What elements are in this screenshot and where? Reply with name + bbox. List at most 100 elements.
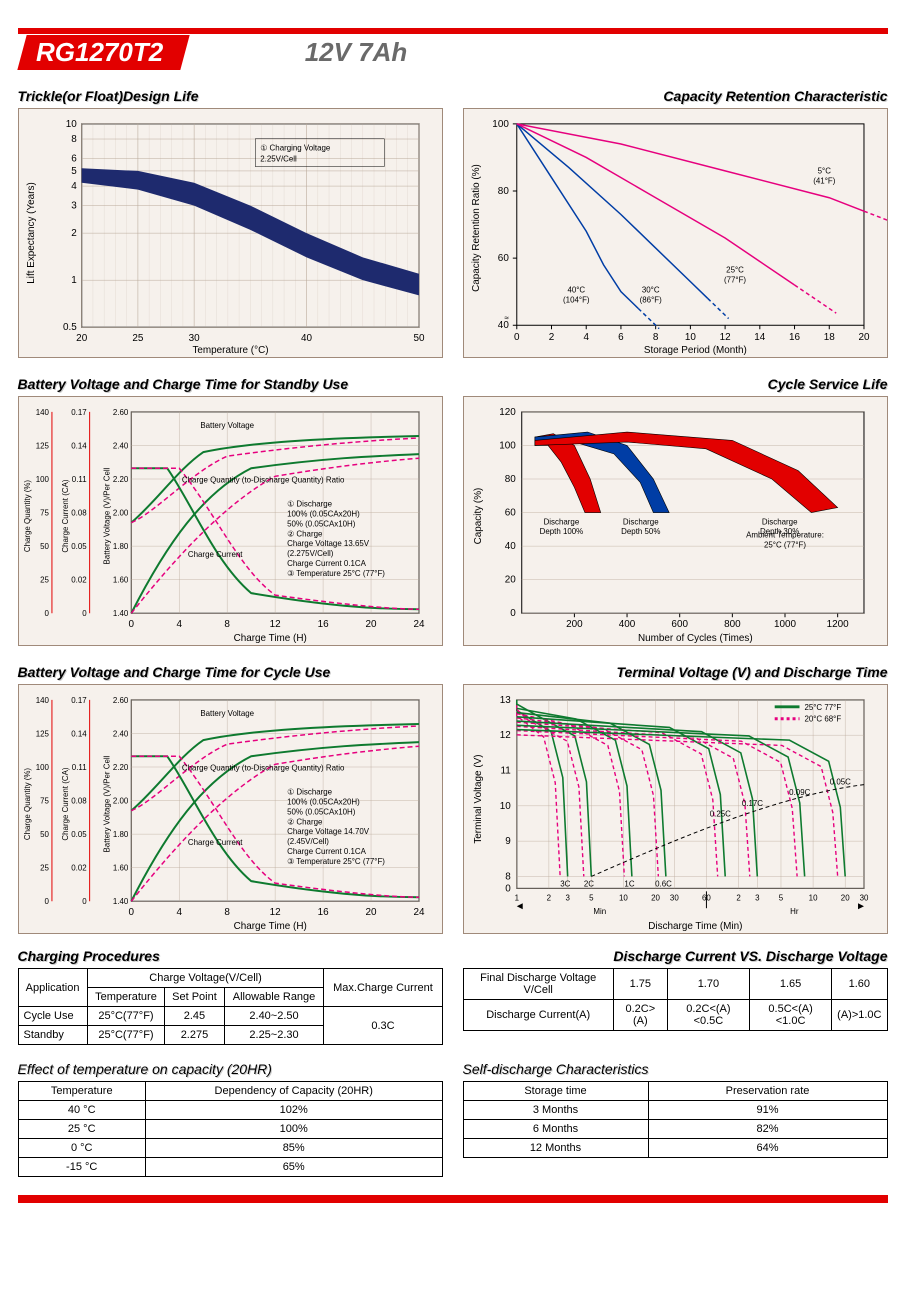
table-selfdis: Storage timePreservation rate3 Months91%… [463,1081,888,1158]
svg-text:0.08: 0.08 [71,797,87,806]
svg-text:2.40: 2.40 [112,729,128,738]
svg-text:30°C: 30°C [641,286,659,295]
svg-text:18: 18 [823,332,835,343]
svg-text:Discharge: Discharge [622,517,658,526]
svg-text:16: 16 [317,907,329,918]
title-temp: Effect of temperature on capacity (20HR) [18,1061,443,1077]
svg-text:20: 20 [840,893,849,902]
svg-text:Charge Current (CA): Charge Current (CA) [60,767,69,840]
svg-text:1.40: 1.40 [112,897,128,906]
svg-text:20: 20 [365,907,377,918]
title-cyclelife: Cycle Service Life [463,376,888,392]
svg-text:1.60: 1.60 [112,864,128,873]
table-temp: TemperatureDependency of Capacity (20HR)… [18,1081,443,1177]
svg-text:Hr: Hr [790,907,799,916]
svg-text:24: 24 [413,619,425,630]
svg-text:0.25C: 0.25C [709,809,730,818]
svg-text:60: 60 [497,253,509,264]
svg-text:Charge Current (CA): Charge Current (CA) [60,479,69,552]
svg-text:① Discharge: ① Discharge [287,788,333,797]
svg-text:0.14: 0.14 [71,441,87,450]
svg-text:20: 20 [504,575,516,586]
tables-row-2: Effect of temperature on capacity (20HR)… [18,1061,888,1177]
svg-text:10: 10 [808,893,817,902]
svg-text:① Discharge: ① Discharge [287,500,333,509]
chart-retention: 02468101214161820406080100≈ 40°C(104°F)3… [463,108,888,358]
charts-grid: Trickle(or Float)Design Life 0.512345681… [18,88,888,934]
svg-text:50% (0.05CAx10H): 50% (0.05CAx10H) [287,519,356,528]
svg-text:20: 20 [365,619,377,630]
svg-text:(41°F): (41°F) [813,176,835,185]
svg-text:2: 2 [71,228,77,239]
svg-text:100: 100 [35,475,49,484]
temp-capacity-block: Effect of temperature on capacity (20HR)… [18,1061,443,1177]
svg-text:8: 8 [71,134,77,145]
svg-text:0.02: 0.02 [71,576,86,585]
svg-text:1C: 1C [624,879,634,888]
svg-text:25°C: 25°C [726,266,744,275]
svg-text:2: 2 [736,893,740,902]
footer-bar [18,1195,888,1203]
svg-text:10: 10 [65,119,77,130]
svg-text:120: 120 [499,407,516,418]
svg-text:Charge Quantity (to-Discharge: Charge Quantity (to-Discharge Quantity) … [181,475,344,484]
svg-text:12: 12 [499,730,511,741]
svg-text:0.14: 0.14 [71,729,87,738]
svg-text:100: 100 [492,119,509,130]
chart-cycleuse: 04812162024001.40250.021.60500.051.80750… [18,684,443,934]
header-row: RG1270T2 12V 7Ah [18,34,888,70]
svg-text:0: 0 [514,332,520,343]
svg-text:Battery Voltage: Battery Voltage [200,709,254,718]
svg-text:80: 80 [497,186,509,197]
svg-text:2C: 2C [583,879,593,888]
svg-text:12: 12 [269,619,281,630]
svg-text:100: 100 [499,440,516,451]
panel-standby: Battery Voltage and Charge Time for Stan… [18,376,443,646]
svg-text:1.80: 1.80 [112,830,128,839]
svg-text:11: 11 [500,765,511,776]
svg-text:Battery Voltage (V)/Per Cell: Battery Voltage (V)/Per Cell [102,467,111,564]
svg-text:1.40: 1.40 [112,609,128,618]
svg-text:400: 400 [618,619,635,630]
svg-text:5°C: 5°C [817,166,831,175]
title-cycleuse: Battery Voltage and Charge Time for Cycl… [18,664,443,680]
svg-text:0.11: 0.11 [71,475,86,484]
svg-text:1.60: 1.60 [112,576,128,585]
svg-text:2.00: 2.00 [112,509,128,518]
svg-text:Terminal Voltage (V): Terminal Voltage (V) [473,754,484,843]
panel-trickle: Trickle(or Float)Design Life 0.512345681… [18,88,443,358]
charging-procedures: Charging Procedures Application Charge V… [18,948,443,1045]
svg-text:0.08: 0.08 [71,509,87,518]
svg-text:Charge Voltage 13.65V: Charge Voltage 13.65V [287,539,370,548]
svg-text:1.80: 1.80 [112,542,128,551]
svg-text:0.17: 0.17 [71,408,86,417]
svg-text:20: 20 [858,332,870,343]
svg-text:30: 30 [188,333,200,344]
svg-text:2.40: 2.40 [112,441,128,450]
svg-text:800: 800 [724,619,741,630]
svg-text:Charge Quantity (to-Discharge: Charge Quantity (to-Discharge Quantity) … [181,763,344,772]
svg-text:Depth 100%: Depth 100% [539,527,583,536]
svg-text:4: 4 [71,181,77,192]
svg-text:0.02: 0.02 [71,864,86,873]
svg-text:0: 0 [82,609,87,618]
table-discharge: Final Discharge Voltage V/Cell 1.75 1.70… [463,968,888,1031]
svg-text:Charge Voltage 14.70V: Charge Voltage 14.70V [287,827,370,836]
svg-text:Storage Period (Month): Storage Period (Month) [643,345,746,356]
svg-text:8: 8 [224,619,230,630]
spec-label: 12V 7Ah [305,37,408,68]
svg-text:10: 10 [684,332,696,343]
svg-text:0: 0 [128,907,134,918]
svg-text:Number of Cycles (Times): Number of Cycles (Times) [638,633,753,644]
svg-text:0: 0 [82,897,87,906]
chart-terminal: 12351020306023510203008910111213MinHr3C2… [463,684,888,934]
svg-text:25°C 77°F: 25°C 77°F [804,703,841,712]
svg-text:1: 1 [514,893,519,902]
svg-text:② Charge: ② Charge [287,817,323,826]
panel-cyclelife: Cycle Service Life 200400600800100012000… [463,376,888,646]
svg-text:0: 0 [505,883,511,894]
svg-text:2.60: 2.60 [112,696,128,705]
svg-text:0.05: 0.05 [71,542,87,551]
svg-text:Battery Voltage: Battery Voltage [200,421,254,430]
svg-text:50: 50 [40,830,49,839]
